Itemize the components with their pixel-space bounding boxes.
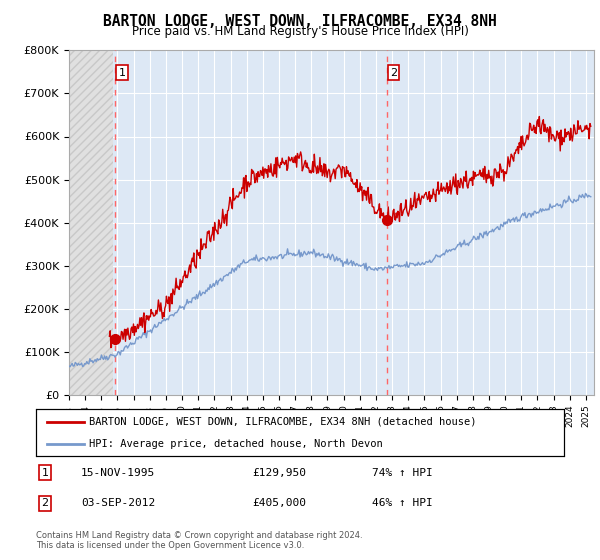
Text: 15-NOV-1995: 15-NOV-1995	[81, 468, 155, 478]
Text: 74% ↑ HPI: 74% ↑ HPI	[372, 468, 433, 478]
Text: 1: 1	[41, 468, 49, 478]
Text: 1: 1	[119, 68, 125, 78]
Text: BARTON LODGE, WEST DOWN, ILFRACOMBE, EX34 8NH (detached house): BARTON LODGE, WEST DOWN, ILFRACOMBE, EX3…	[89, 417, 476, 427]
Text: BARTON LODGE, WEST DOWN, ILFRACOMBE, EX34 8NH: BARTON LODGE, WEST DOWN, ILFRACOMBE, EX3…	[103, 14, 497, 29]
Text: Price paid vs. HM Land Registry's House Price Index (HPI): Price paid vs. HM Land Registry's House …	[131, 25, 469, 38]
Text: HPI: Average price, detached house, North Devon: HPI: Average price, detached house, Nort…	[89, 438, 383, 449]
Text: 03-SEP-2012: 03-SEP-2012	[81, 498, 155, 508]
Text: 2: 2	[41, 498, 49, 508]
Text: 46% ↑ HPI: 46% ↑ HPI	[372, 498, 433, 508]
Text: £405,000: £405,000	[252, 498, 306, 508]
Text: 2: 2	[390, 68, 397, 78]
Text: £129,950: £129,950	[252, 468, 306, 478]
Text: Contains HM Land Registry data © Crown copyright and database right 2024.
This d: Contains HM Land Registry data © Crown c…	[36, 530, 362, 550]
